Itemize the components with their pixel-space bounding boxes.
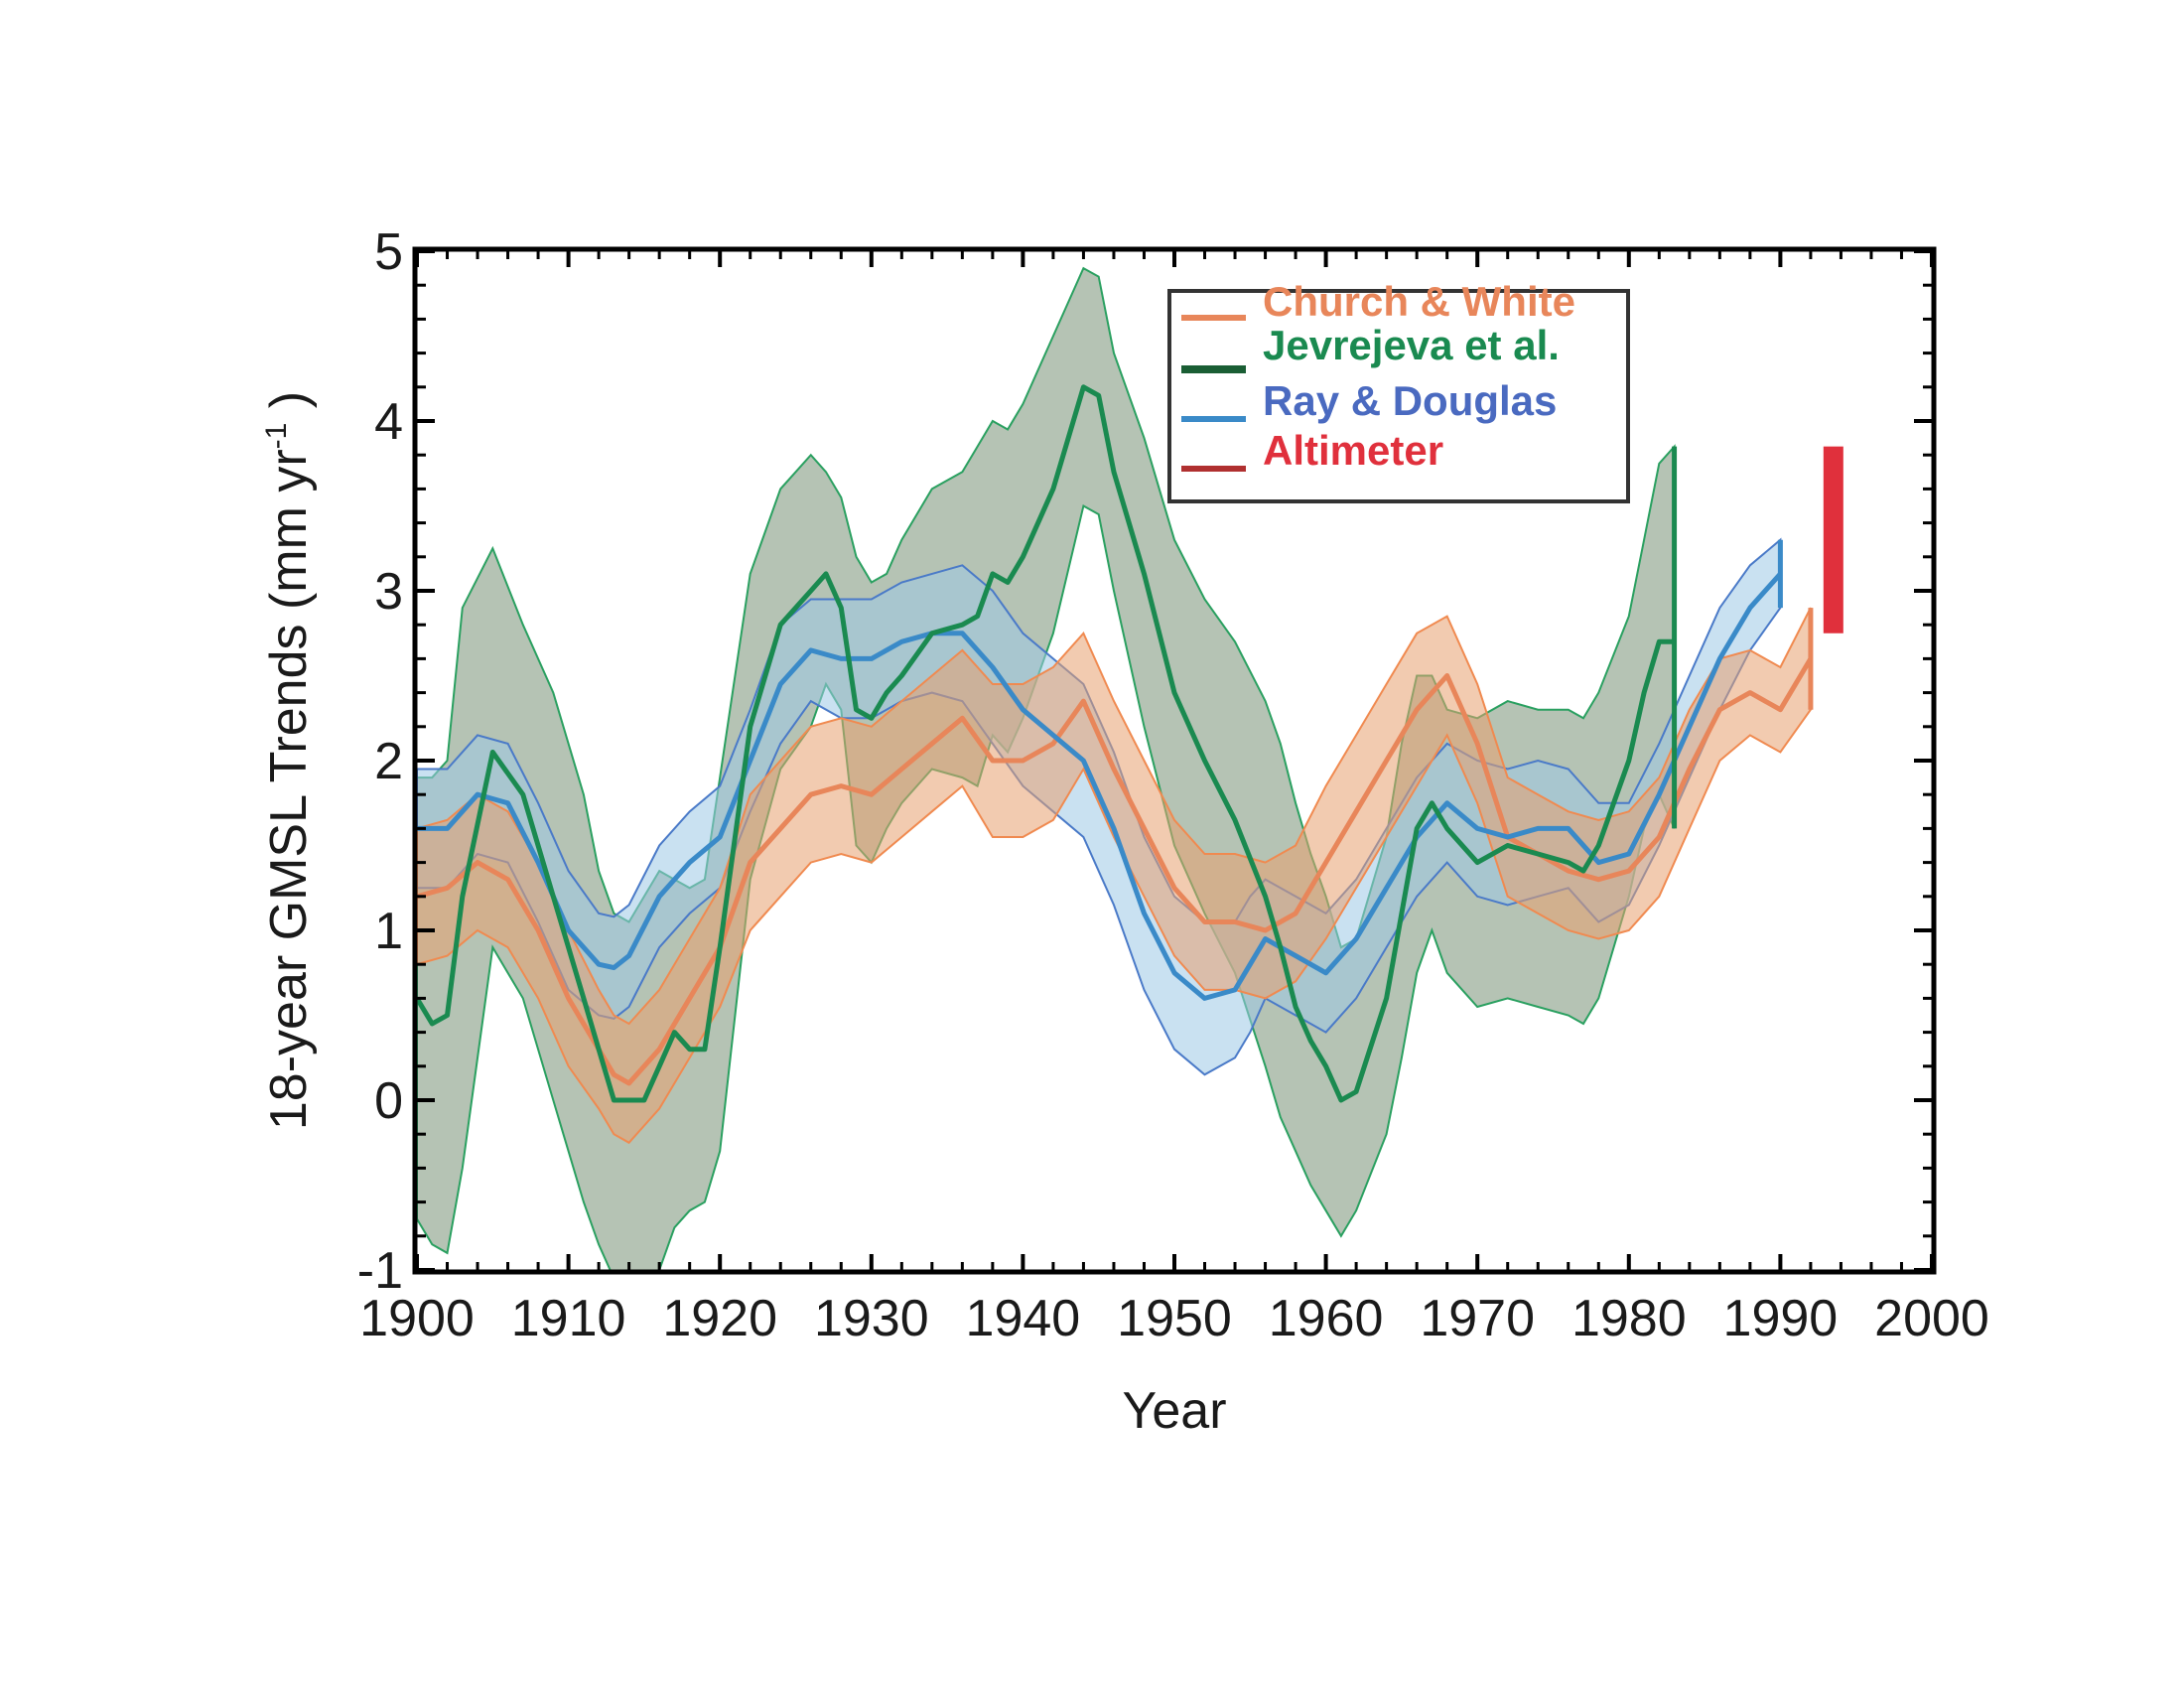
- altimeter-bar: [1823, 446, 1843, 633]
- y-tick-label: 4: [374, 393, 403, 451]
- y-tick-label: 3: [374, 563, 403, 621]
- x-tick-label: 1980: [1571, 1290, 1687, 1347]
- series-lines: [417, 384, 1814, 1103]
- line-ray: [417, 572, 1783, 1001]
- y-tick-label: 5: [374, 223, 403, 281]
- x-tick-label: 1900: [359, 1290, 475, 1347]
- tick-labels: 1900 1910 1920 1930 1940 1950 1960 1970 1980 1990…: [357, 223, 1989, 1347]
- altimeter-group: [1823, 446, 1843, 633]
- y-axis-title: 18-year GMSL Trends (mm yr-1 ): [260, 391, 318, 1130]
- legend-label-ray: Ray & Douglas: [1263, 377, 1557, 424]
- legend-label-altimeter: Altimeter: [1263, 427, 1443, 474]
- line-church: [417, 657, 1814, 1086]
- legend-label-church: Church & White: [1263, 278, 1575, 325]
- x-axis-title: Year: [1122, 1382, 1226, 1440]
- y-tick-label: 1: [374, 903, 403, 960]
- x-tick-label: 1930: [814, 1290, 929, 1347]
- plot-frame: [412, 246, 1937, 1275]
- x-tick-label: 1940: [966, 1290, 1081, 1347]
- x-tick-label: 2000: [1874, 1290, 1989, 1347]
- y-tick-label: -1: [357, 1242, 403, 1300]
- x-tick-label: 1920: [662, 1290, 777, 1347]
- x-tick-label: 1960: [1269, 1290, 1384, 1347]
- x-tick-label: 1910: [511, 1290, 626, 1347]
- line-jevrejeva: [417, 384, 1675, 1103]
- axis-ticks: [415, 249, 1934, 1272]
- legend-label-jevrejeva: Jevrejeva et al.: [1263, 322, 1560, 368]
- x-tick-label: 1950: [1117, 1290, 1232, 1347]
- x-tick-label: 1970: [1420, 1290, 1535, 1347]
- y-tick-label: 2: [374, 733, 403, 790]
- y-tick-label: 0: [374, 1072, 403, 1130]
- x-tick-label: 1990: [1723, 1290, 1839, 1347]
- legend: Church & White Jevrejeva et al. Ray & Do…: [1167, 278, 1630, 503]
